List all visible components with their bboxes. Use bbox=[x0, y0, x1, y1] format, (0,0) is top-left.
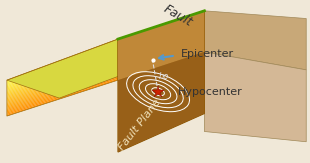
Text: Fault: Fault bbox=[162, 2, 195, 29]
Polygon shape bbox=[118, 11, 204, 152]
Text: Epicenter: Epicenter bbox=[181, 49, 234, 59]
Polygon shape bbox=[7, 62, 118, 102]
Polygon shape bbox=[7, 73, 118, 111]
Polygon shape bbox=[7, 79, 118, 116]
Polygon shape bbox=[7, 40, 118, 82]
Polygon shape bbox=[7, 58, 118, 98]
Polygon shape bbox=[7, 49, 118, 90]
Polygon shape bbox=[7, 53, 118, 93]
Polygon shape bbox=[204, 11, 306, 70]
Polygon shape bbox=[7, 60, 118, 99]
Polygon shape bbox=[118, 52, 204, 152]
Polygon shape bbox=[7, 71, 118, 109]
Polygon shape bbox=[118, 11, 204, 80]
Polygon shape bbox=[7, 50, 118, 91]
Polygon shape bbox=[7, 55, 118, 96]
Polygon shape bbox=[7, 77, 118, 115]
Polygon shape bbox=[7, 67, 118, 105]
Polygon shape bbox=[7, 54, 118, 95]
Polygon shape bbox=[7, 76, 118, 114]
Text: Hypocenter: Hypocenter bbox=[178, 88, 243, 97]
Polygon shape bbox=[204, 52, 306, 142]
Polygon shape bbox=[7, 44, 118, 86]
Polygon shape bbox=[7, 51, 118, 92]
Polygon shape bbox=[7, 43, 118, 85]
Polygon shape bbox=[7, 64, 118, 103]
Polygon shape bbox=[7, 39, 170, 98]
Text: ho: ho bbox=[159, 72, 169, 81]
Polygon shape bbox=[7, 75, 118, 112]
Text: Fault Plane: Fault Plane bbox=[117, 98, 162, 153]
Polygon shape bbox=[7, 42, 118, 84]
Polygon shape bbox=[7, 72, 118, 110]
Polygon shape bbox=[7, 46, 118, 87]
Polygon shape bbox=[7, 69, 118, 108]
Polygon shape bbox=[7, 65, 118, 104]
Polygon shape bbox=[7, 39, 118, 81]
Polygon shape bbox=[7, 61, 118, 101]
Polygon shape bbox=[7, 47, 118, 89]
Polygon shape bbox=[7, 68, 118, 106]
Polygon shape bbox=[7, 57, 118, 97]
